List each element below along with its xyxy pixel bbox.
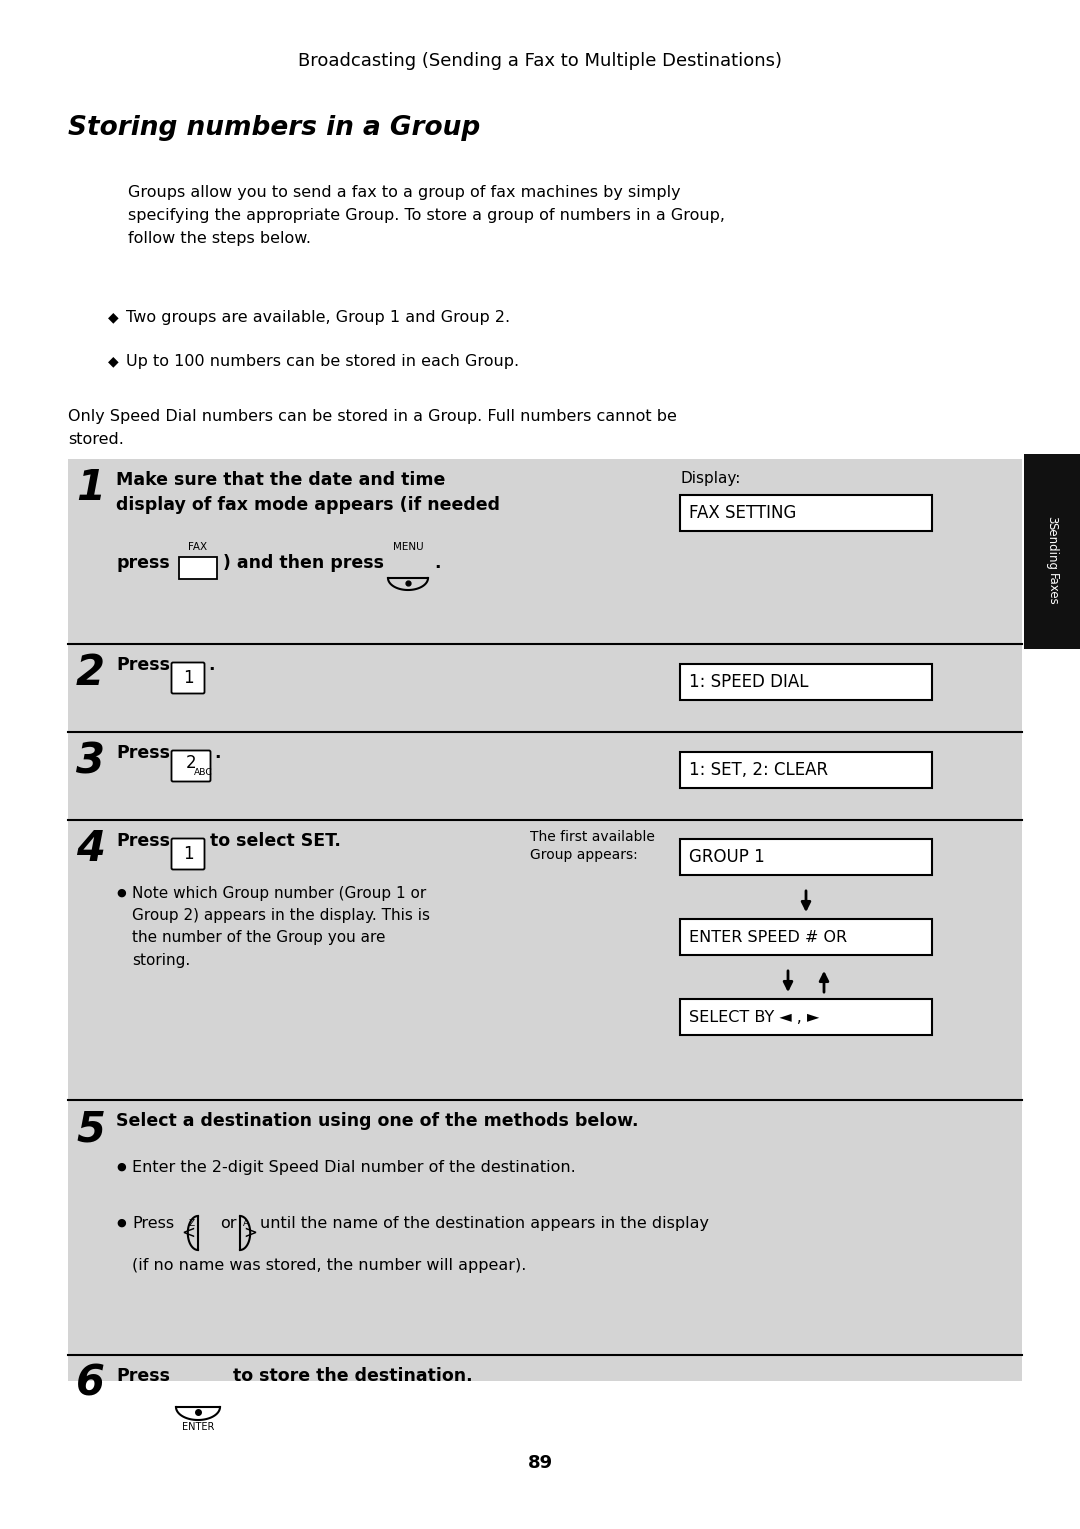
Text: 2: 2 (186, 754, 197, 772)
FancyBboxPatch shape (172, 662, 204, 694)
Bar (680, 839, 932, 875)
Text: to select SET.: to select SET. (210, 832, 341, 850)
Text: 3.: 3. (1045, 515, 1058, 528)
Text: Make sure that the date and time
display of fax mode appears (if needed: Make sure that the date and time display… (116, 471, 500, 514)
Text: Press: Press (116, 832, 170, 850)
Text: Press: Press (116, 656, 170, 674)
Text: 4: 4 (76, 829, 105, 870)
Bar (680, 495, 932, 531)
Text: press: press (116, 553, 170, 572)
FancyBboxPatch shape (172, 838, 204, 870)
Text: 6: 6 (76, 1362, 105, 1405)
Text: ●: ● (116, 1219, 125, 1228)
Bar (680, 664, 932, 700)
Bar (680, 998, 932, 1035)
Text: 1: SET, 2: CLEAR: 1: SET, 2: CLEAR (689, 761, 828, 778)
Text: Note which Group number (Group 1 or
Group 2) appears in the display. This is
the: Note which Group number (Group 1 or Grou… (132, 885, 430, 968)
Text: SELECT BY ◄ , ►: SELECT BY ◄ , ► (689, 1009, 820, 1024)
Text: GROUP 1: GROUP 1 (689, 849, 765, 865)
Text: .: . (208, 656, 215, 674)
Text: Display:: Display: (680, 471, 741, 486)
Text: Press: Press (116, 745, 170, 761)
Text: until the name of the destination appears in the display: until the name of the destination appear… (260, 1216, 708, 1231)
Text: ABC: ABC (194, 768, 213, 777)
Text: ●: ● (116, 888, 125, 898)
Text: Up to 100 numbers can be stored in each Group.: Up to 100 numbers can be stored in each … (126, 355, 519, 368)
Bar (68, 459, 1022, 1381)
Text: MENU: MENU (393, 541, 423, 552)
Text: Broadcasting (Sending a Fax to Multiple Destinations): Broadcasting (Sending a Fax to Multiple … (298, 52, 782, 70)
Text: ◆: ◆ (108, 310, 119, 324)
Text: <: < (181, 1225, 195, 1242)
Text: 1: 1 (183, 846, 193, 862)
Text: 89: 89 (527, 1454, 553, 1472)
Text: ) and then press: ) and then press (222, 553, 384, 572)
Text: or: or (220, 1216, 237, 1231)
Text: to store the destination.: to store the destination. (233, 1367, 473, 1385)
Text: Only Speed Dial numbers can be stored in a Group. Full numbers cannot be
stored.: Only Speed Dial numbers can be stored in… (68, 408, 677, 446)
Text: 1: 1 (76, 466, 105, 509)
Bar (1024, 454, 1080, 648)
Text: 3: 3 (76, 740, 105, 781)
Text: Z: Z (189, 1219, 194, 1228)
Bar (680, 752, 932, 787)
Text: Press: Press (132, 1216, 174, 1231)
Text: ●: ● (116, 1162, 125, 1173)
Text: A: A (243, 1219, 249, 1228)
Text: Sending: Sending (1045, 523, 1058, 570)
Text: Two groups are available, Group 1 and Group 2.: Two groups are available, Group 1 and Gr… (126, 310, 510, 326)
Text: Press: Press (116, 1367, 170, 1385)
Text: 1: 1 (183, 670, 193, 687)
Text: The first available
Group appears:: The first available Group appears: (530, 830, 654, 862)
Text: Enter the 2-digit Speed Dial number of the destination.: Enter the 2-digit Speed Dial number of t… (132, 1161, 576, 1174)
Text: FAX SETTING: FAX SETTING (689, 505, 796, 521)
Text: ENTER SPEED # OR: ENTER SPEED # OR (689, 930, 847, 945)
Text: Faxes: Faxes (1045, 573, 1058, 605)
FancyBboxPatch shape (172, 751, 211, 781)
Text: 2: 2 (76, 651, 105, 694)
Text: ENTER: ENTER (181, 1422, 214, 1433)
Text: FAX: FAX (188, 541, 207, 552)
Text: ◆: ◆ (108, 355, 119, 368)
Text: Select a destination using one of the methods below.: Select a destination using one of the me… (116, 1112, 638, 1130)
Text: Groups allow you to send a fax to a group of fax machines by simply
specifying t: Groups allow you to send a fax to a grou… (129, 185, 725, 246)
Text: 5: 5 (76, 1109, 105, 1150)
Bar (680, 919, 932, 956)
Text: 1: SPEED DIAL: 1: SPEED DIAL (689, 673, 809, 691)
Bar (179, 557, 217, 579)
Text: Storing numbers in a Group: Storing numbers in a Group (68, 115, 481, 141)
Text: >: > (243, 1225, 257, 1242)
Text: .: . (434, 553, 441, 572)
Text: (if no name was stored, the number will appear).: (if no name was stored, the number will … (132, 1258, 526, 1274)
Text: .: . (214, 745, 220, 761)
